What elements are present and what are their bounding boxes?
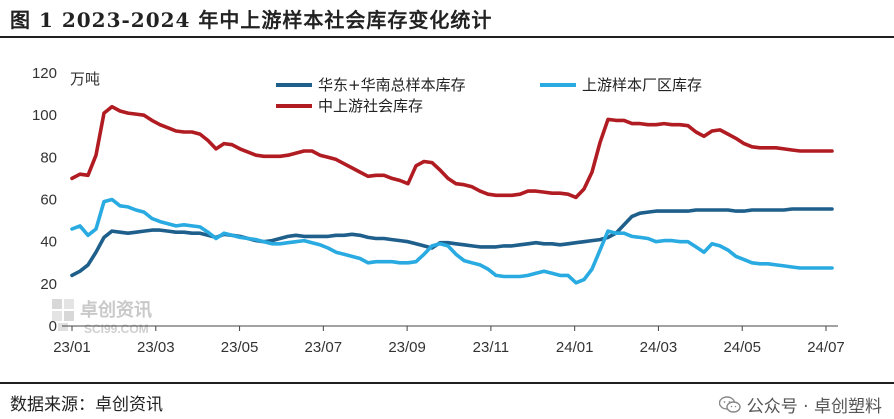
x-tick-label: 24/01: [556, 339, 594, 356]
watermark: 卓创资讯 SCI99.COM: [52, 299, 152, 336]
title-divider: [0, 36, 894, 38]
y-tick-label: 40: [40, 234, 57, 251]
legend-label-1: 华东+华南总样本库存: [318, 76, 466, 94]
y-tick-label: 20: [40, 276, 57, 293]
y-unit-label: 万吨: [70, 70, 100, 88]
x-tick-label: 23/05: [221, 339, 259, 356]
y-tick-label: 100: [32, 107, 57, 124]
x-tick-label: 23/09: [388, 339, 426, 356]
footer-divider: [0, 382, 894, 384]
watermark-brand: 卓创资讯: [80, 299, 152, 321]
y-tick-label: 80: [40, 149, 57, 166]
x-tick-label: 23/03: [137, 339, 175, 356]
watermark-logo: [52, 299, 74, 331]
chart-series: [70, 104, 834, 285]
x-tick-label: 23/01: [53, 339, 91, 356]
legend-label-3: 中上游社会库存: [318, 97, 423, 115]
x-tick-label: 24/07: [807, 339, 845, 356]
wechat-icon: [718, 395, 741, 413]
y-tick-label: 60: [40, 192, 57, 209]
watermark-site: SCI99.COM: [84, 322, 149, 336]
series-line-2: [70, 197, 834, 285]
x-tick-label: 24/03: [640, 339, 678, 356]
series-line-1: [70, 207, 834, 278]
x-tick-label: 23/07: [305, 339, 343, 356]
legend-label-2: 上游样本厂区库存: [582, 76, 702, 94]
chart-axes: 0 20 40 60 80 100 120 万吨 23/01 23/03 23/05 23/07 23/…: [32, 65, 845, 356]
x-tick-label: 24/05: [723, 339, 761, 356]
footer-brand: 公众号 · 卓创塑料: [718, 392, 882, 417]
y-tick-label: 0: [49, 318, 57, 335]
y-tick-label: 120: [32, 65, 57, 82]
x-tick-label: 23/11: [473, 339, 509, 356]
chart-title: 图 1 2023-2024 年中上游样本社会库存变化统计: [10, 8, 493, 32]
series-line-3: [70, 104, 834, 200]
data-source: 数据来源：卓创资讯: [10, 395, 163, 415]
footer-brand-label: 公众号 · 卓创塑料: [746, 397, 882, 417]
